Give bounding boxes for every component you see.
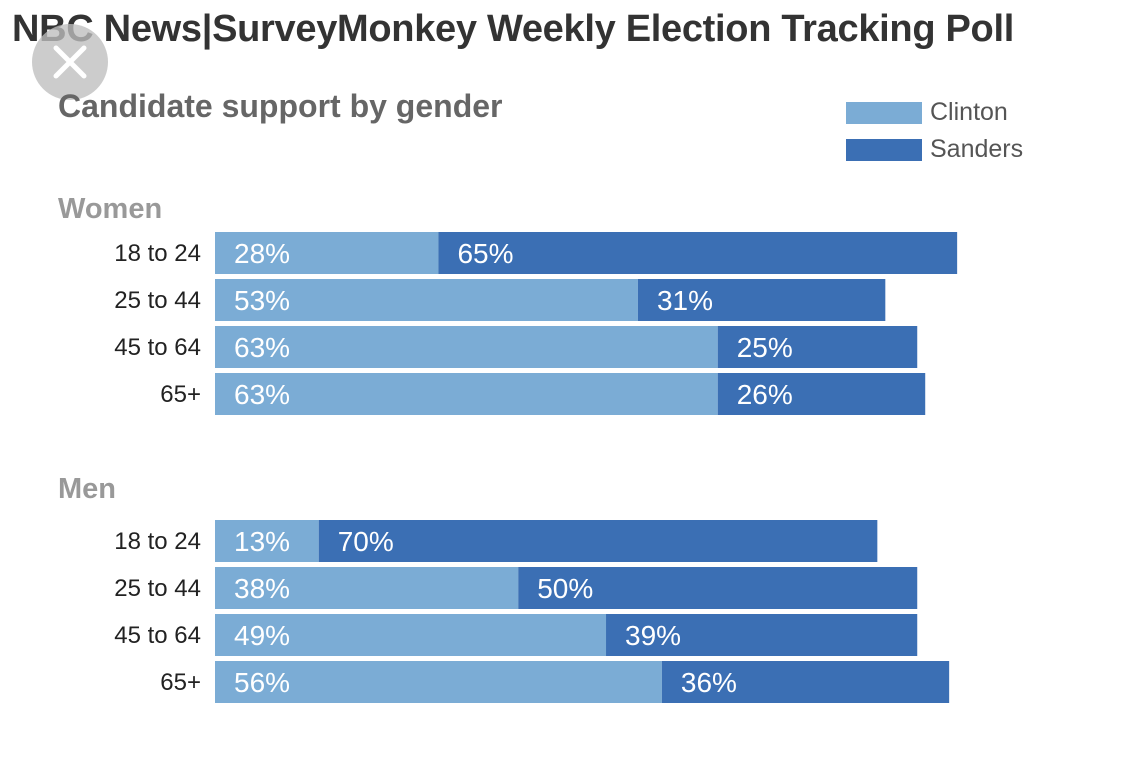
bar-sanders-men-65: [661, 661, 950, 703]
group-label-women: Women: [58, 193, 162, 225]
bar-clinton-women-65: [215, 373, 718, 415]
data-label-clinton-men-65: 56%: [234, 667, 290, 698]
legend-swatch-sanders: [846, 138, 922, 161]
bar-sanders-women-18-to-24: [438, 232, 958, 274]
bar-clinton-women-25-to-44: [215, 279, 638, 321]
bar-clinton-men-18-to-24: [215, 520, 319, 562]
data-label-clinton-women-45-to-64: 63%: [234, 332, 290, 363]
legend-label-clinton: Clinton: [930, 98, 1008, 126]
data-label-sanders-women-45-to-64: 25%: [737, 332, 793, 363]
bar-clinton-men-45-to-64: [215, 614, 607, 656]
legend-item-sanders: Sanders: [846, 131, 1023, 168]
bar-clinton-men-25-to-44: [215, 567, 519, 609]
bar-sanders-men-25-to-44: [518, 567, 918, 609]
data-label-clinton-women-25-to-44: 53%: [234, 285, 290, 316]
data-label-sanders-men-18-to-24: 70%: [338, 526, 394, 557]
bar-sanders-women-25-to-44: [637, 279, 886, 321]
bar-sanders-women-65: [717, 373, 926, 415]
legend-swatch-clinton: [846, 101, 922, 124]
category-label-men-65: 65+: [160, 669, 201, 696]
data-label-clinton-men-25-to-44: 38%: [234, 573, 290, 604]
data-label-sanders-men-65: 36%: [681, 667, 737, 698]
data-label-clinton-men-45-to-64: 49%: [234, 620, 290, 651]
category-label-men-18-to-24: 18 to 24: [114, 528, 201, 555]
data-label-sanders-men-25-to-44: 50%: [537, 573, 593, 604]
category-label-women-65: 65+: [160, 381, 201, 408]
bar-sanders-women-45-to-64: [717, 326, 918, 368]
group-label-men: Men: [58, 473, 116, 505]
legend-item-clinton: Clinton: [846, 94, 1023, 131]
legend: Clinton Sanders: [846, 94, 1023, 168]
bar-clinton-women-18-to-24: [215, 232, 439, 274]
category-label-men-45-to-64: 45 to 64: [114, 622, 201, 649]
close-button[interactable]: [32, 24, 108, 100]
bar-clinton-women-45-to-64: [215, 326, 718, 368]
close-icon: [53, 45, 87, 79]
category-label-women-25-to-44: 25 to 44: [114, 287, 201, 314]
data-label-sanders-women-18-to-24: 65%: [457, 238, 513, 269]
legend-label-sanders: Sanders: [930, 135, 1024, 163]
data-label-sanders-men-45-to-64: 39%: [625, 620, 681, 651]
bar-clinton-men-65: [215, 661, 662, 703]
data-label-clinton-men-18-to-24: 13%: [234, 526, 290, 557]
category-label-women-18-to-24: 18 to 24: [114, 240, 201, 267]
bar-sanders-men-45-to-64: [606, 614, 918, 656]
category-label-women-45-to-64: 45 to 64: [114, 334, 201, 361]
category-label-men-25-to-44: 25 to 44: [114, 575, 201, 602]
data-label-clinton-women-65: 63%: [234, 379, 290, 410]
data-label-sanders-women-25-to-44: 31%: [657, 285, 713, 316]
chart-subtitle: Candidate support by gender: [58, 88, 503, 124]
bar-sanders-men-18-to-24: [318, 520, 878, 562]
data-label-sanders-women-65: 26%: [737, 379, 793, 410]
data-label-clinton-women-18-to-24: 28%: [234, 238, 290, 269]
chart-title: NBC News|SurveyMonkey Weekly Election Tr…: [12, 8, 1014, 50]
